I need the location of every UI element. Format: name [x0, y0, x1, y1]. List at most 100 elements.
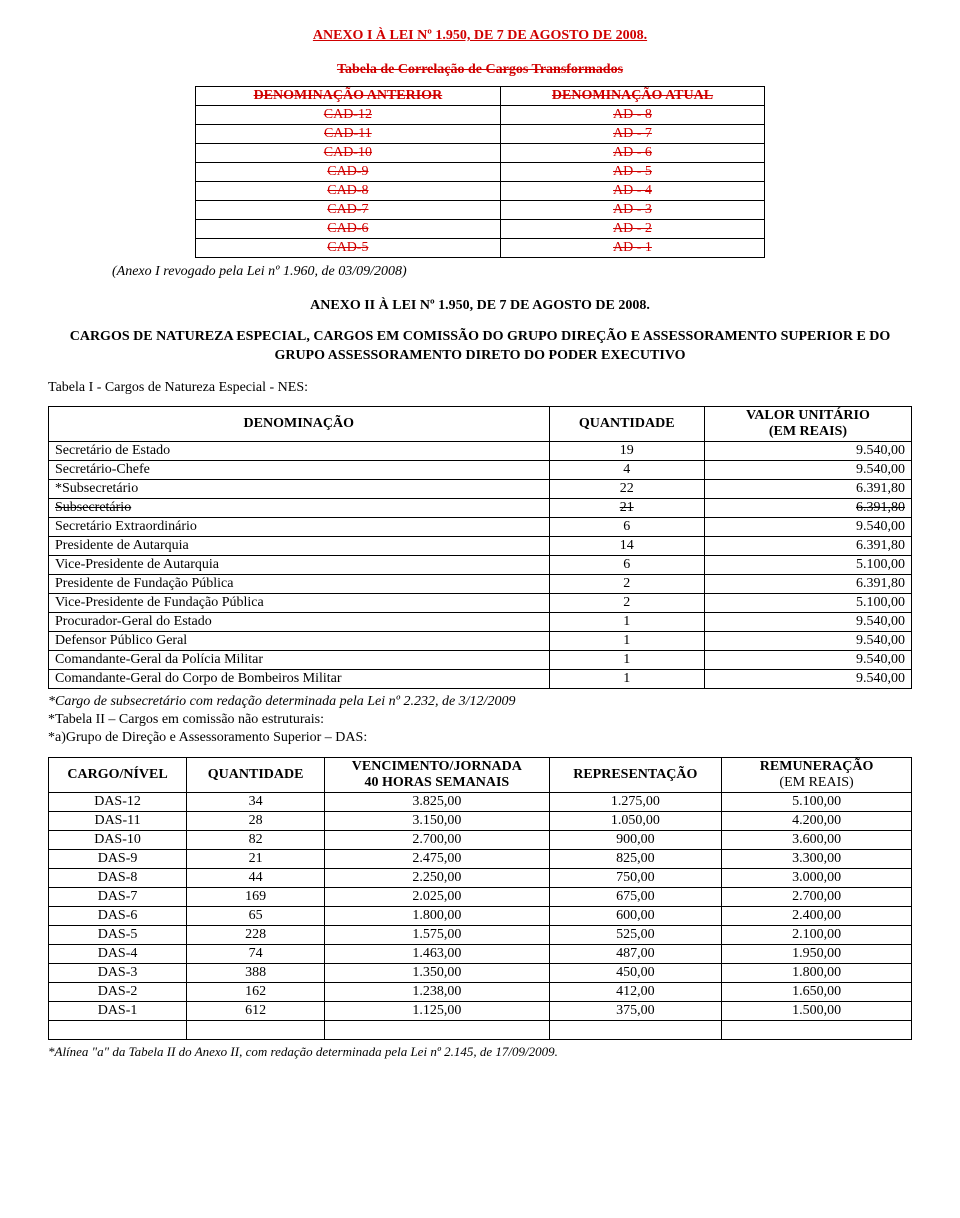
das-h5: REMUNERAÇÃO (EM REAIS) [722, 758, 912, 793]
cell-atual: AD - 6 [500, 144, 764, 163]
table-row: CAD-6AD - 2 [195, 220, 764, 239]
nes-qty: 21 [549, 498, 704, 517]
table-row: Comandante-Geral da Polícia Militar19.54… [49, 650, 912, 669]
nes-valor: 6.391,80 [704, 498, 911, 517]
nes-valor: 9.540,00 [704, 612, 911, 631]
table-row: CAD-9AD - 5 [195, 163, 764, 182]
th-denom-anterior: DENOMINAÇÃO ANTERIOR [195, 87, 500, 106]
nes-valor: 9.540,00 [704, 517, 911, 536]
das-remun: 1.800,00 [722, 964, 912, 983]
cell-atual: AD - 2 [500, 220, 764, 239]
das-remun: 3.300,00 [722, 850, 912, 869]
cell-atual: AD - 1 [500, 239, 764, 258]
das-remun: 1.650,00 [722, 983, 912, 1002]
table-nes: DENOMINAÇÃO QUANTIDADE VALOR UNITÁRIO (E… [48, 406, 912, 689]
das-remun: 1.950,00 [722, 945, 912, 964]
nes-valor: 9.540,00 [704, 631, 911, 650]
das-qty: 388 [187, 964, 325, 983]
nes-h1: DENOMINAÇÃO [49, 406, 550, 441]
nes-denom: Subsecretário [49, 498, 550, 517]
cell-anterior: CAD-12 [195, 106, 500, 125]
das-h4: REPRESENTAÇÃO [549, 758, 722, 793]
nes-h3: VALOR UNITÁRIO (EM REAIS) [704, 406, 911, 441]
nes-denom: Presidente de Autarquia [49, 536, 550, 555]
das-qty: 65 [187, 907, 325, 926]
das-remun: 2.400,00 [722, 907, 912, 926]
nes-denom: Vice-Presidente de Autarquia [49, 555, 550, 574]
das-cargo: DAS-3 [49, 964, 187, 983]
table-row: CAD-11AD - 7 [195, 125, 764, 144]
cell-anterior: CAD-11 [195, 125, 500, 144]
table-row: Secretário de Estado199.540,00 [49, 441, 912, 460]
das-cargo: DAS-4 [49, 945, 187, 964]
table-row: DAS-12343.825,001.275,005.100,00 [49, 793, 912, 812]
cell-anterior: CAD-6 [195, 220, 500, 239]
table-row: DAS-21621.238,00412,001.650,00 [49, 983, 912, 1002]
das-cargo: DAS-2 [49, 983, 187, 1002]
table-row: Presidente de Fundação Pública26.391,80 [49, 574, 912, 593]
table-row: DAS-8442.250,00750,003.000,00 [49, 869, 912, 888]
das-h1: CARGO/NÍVEL [49, 758, 187, 793]
das-repr: 825,00 [549, 850, 722, 869]
footnote-alinea: *Alínea "a" da Tabela II do Anexo II, co… [48, 1044, 912, 1060]
das-remun: 2.700,00 [722, 888, 912, 907]
das-venc: 3.825,00 [325, 793, 549, 812]
das-cargo: DAS-7 [49, 888, 187, 907]
das-cargo: DAS-5 [49, 926, 187, 945]
das-qty: 82 [187, 831, 325, 850]
das-remun: 2.100,00 [722, 926, 912, 945]
tabela1-label: Tabela I - Cargos de Natureza Especial -… [48, 380, 912, 396]
table-row: *Subsecretário226.391,80 [49, 479, 912, 498]
das-repr: 600,00 [549, 907, 722, 926]
note-1: *Cargo de subsecretário com redação dete… [48, 693, 912, 711]
table-row: DAS-9212.475,00825,003.300,00 [49, 850, 912, 869]
cell-atual: AD - 7 [500, 125, 764, 144]
cargos-paragraph: CARGOS DE NATUREZA ESPECIAL, CARGOS EM C… [48, 328, 912, 366]
das-repr: 750,00 [549, 869, 722, 888]
das-qty: 169 [187, 888, 325, 907]
table-row: DAS-4741.463,00487,001.950,00 [49, 945, 912, 964]
table-row: Vice-Presidente de Fundação Pública25.10… [49, 593, 912, 612]
note-3: *a)Grupo de Direção e Assessoramento Sup… [48, 729, 912, 747]
nes-valor: 6.391,80 [704, 536, 911, 555]
das-venc: 1.463,00 [325, 945, 549, 964]
cell-atual: AD - 4 [500, 182, 764, 201]
das-repr: 375,00 [549, 1002, 722, 1021]
table-row: Presidente de Autarquia146.391,80 [49, 536, 912, 555]
das-venc: 2.025,00 [325, 888, 549, 907]
das-cargo: DAS-8 [49, 869, 187, 888]
das-cargo: DAS-9 [49, 850, 187, 869]
cell-anterior: CAD-10 [195, 144, 500, 163]
cell-atual: AD - 3 [500, 201, 764, 220]
das-remun: 5.100,00 [722, 793, 912, 812]
revoked-note: (Anexo I revogado pela Lei nº 1.960, de … [112, 264, 912, 280]
anexo2-title: ANEXO II À LEI Nº 1.950, DE 7 DE AGOSTO … [48, 298, 912, 314]
das-cargo: DAS-12 [49, 793, 187, 812]
table-row-empty [49, 1021, 912, 1040]
das-qty: 228 [187, 926, 325, 945]
nes-valor: 9.540,00 [704, 441, 911, 460]
th-denom-atual: DENOMINAÇÃO ATUAL [500, 87, 764, 106]
nes-denom: Presidente de Fundação Pública [49, 574, 550, 593]
table-das: CARGO/NÍVEL QUANTIDADE VENCIMENTO/JORNAD… [48, 757, 912, 1040]
table-row: Vice-Presidente de Autarquia65.100,00 [49, 555, 912, 574]
cell-anterior: CAD-9 [195, 163, 500, 182]
nes-qty: 1 [549, 650, 704, 669]
notes-block: *Cargo de subsecretário com redação dete… [48, 693, 912, 748]
das-repr: 675,00 [549, 888, 722, 907]
das-repr: 412,00 [549, 983, 722, 1002]
das-remun: 4.200,00 [722, 812, 912, 831]
table-correlacao: DENOMINAÇÃO ANTERIOR DENOMINAÇÃO ATUAL C… [195, 86, 765, 258]
das-venc: 2.250,00 [325, 869, 549, 888]
cell-atual: AD - 5 [500, 163, 764, 182]
table-row: CAD-12AD - 8 [195, 106, 764, 125]
table-row: Secretário-Chefe49.540,00 [49, 460, 912, 479]
nes-qty: 2 [549, 574, 704, 593]
das-venc: 3.150,00 [325, 812, 549, 831]
das-repr: 487,00 [549, 945, 722, 964]
nes-denom: Secretário Extraordinário [49, 517, 550, 536]
das-cargo: DAS-11 [49, 812, 187, 831]
das-cargo: DAS-6 [49, 907, 187, 926]
das-qty: 44 [187, 869, 325, 888]
nes-denom: Vice-Presidente de Fundação Pública [49, 593, 550, 612]
